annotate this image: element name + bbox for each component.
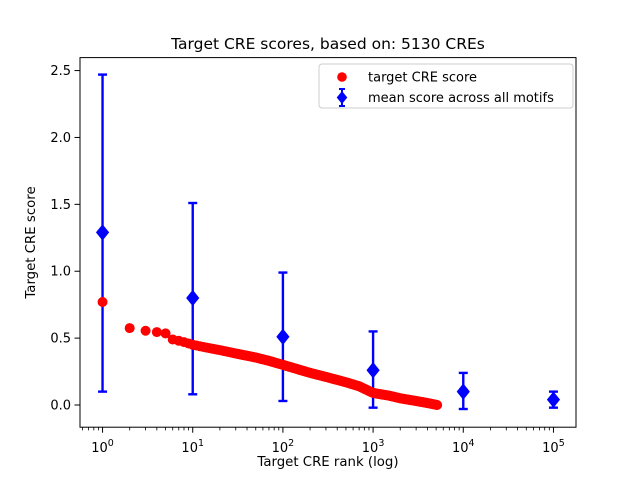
chart-title: Target CRE scores, based on: 5130 CREs — [170, 35, 485, 53]
legend-box — [318, 63, 574, 109]
legend-entry-label: mean score across all motifs — [368, 91, 554, 106]
legend-marker-diamond — [336, 91, 348, 104]
x-tick-exponent: 0 — [108, 438, 114, 449]
x-tick-label: 103 — [362, 438, 385, 456]
axes-frame — [79, 57, 577, 428]
x-tick-exponent: 1 — [198, 438, 204, 449]
x-tick-exponent: 3 — [378, 438, 384, 449]
x-tick-exponent: 5 — [559, 438, 565, 449]
x-tick-label: 100 — [91, 438, 114, 456]
target-score-dot — [124, 323, 135, 334]
mean-diamond — [276, 328, 290, 345]
x-tick-label: 101 — [181, 438, 204, 456]
y-tick-label: 0.0 — [50, 398, 71, 413]
mean-diamond — [95, 224, 110, 241]
legend: target CRE score mean score across all mo… — [318, 63, 574, 109]
target-score-dot — [432, 399, 443, 410]
mean-diamond — [186, 289, 200, 307]
target-score-dot — [151, 327, 162, 338]
legend-marker-circle — [337, 72, 347, 82]
y-tick-label: 2.5 — [50, 64, 71, 79]
x-axis-label: Target CRE rank (log) — [256, 455, 398, 470]
x-tick-label: 104 — [452, 438, 475, 456]
target-score-dot — [140, 325, 151, 336]
target-score-dot — [97, 296, 108, 307]
x-tick-label: 102 — [272, 438, 295, 456]
legend-entry-label: target CRE score — [368, 71, 477, 86]
y-tick-label: 2.0 — [50, 131, 71, 146]
y-tick-label: 1.5 — [50, 198, 71, 213]
x-tick-exponent: 4 — [469, 438, 475, 449]
mean-diamond — [456, 383, 470, 400]
target-score-dot — [160, 328, 171, 339]
x-tick-exponent: 2 — [288, 438, 294, 449]
mean-diamond — [366, 362, 380, 379]
mean-diamond — [546, 391, 561, 408]
y-axis-label: Target CRE score — [24, 186, 39, 299]
y-tick-label: 0.5 — [50, 332, 71, 347]
y-tick-label: 1.0 — [50, 265, 71, 280]
x-tick-label: 105 — [542, 438, 565, 456]
